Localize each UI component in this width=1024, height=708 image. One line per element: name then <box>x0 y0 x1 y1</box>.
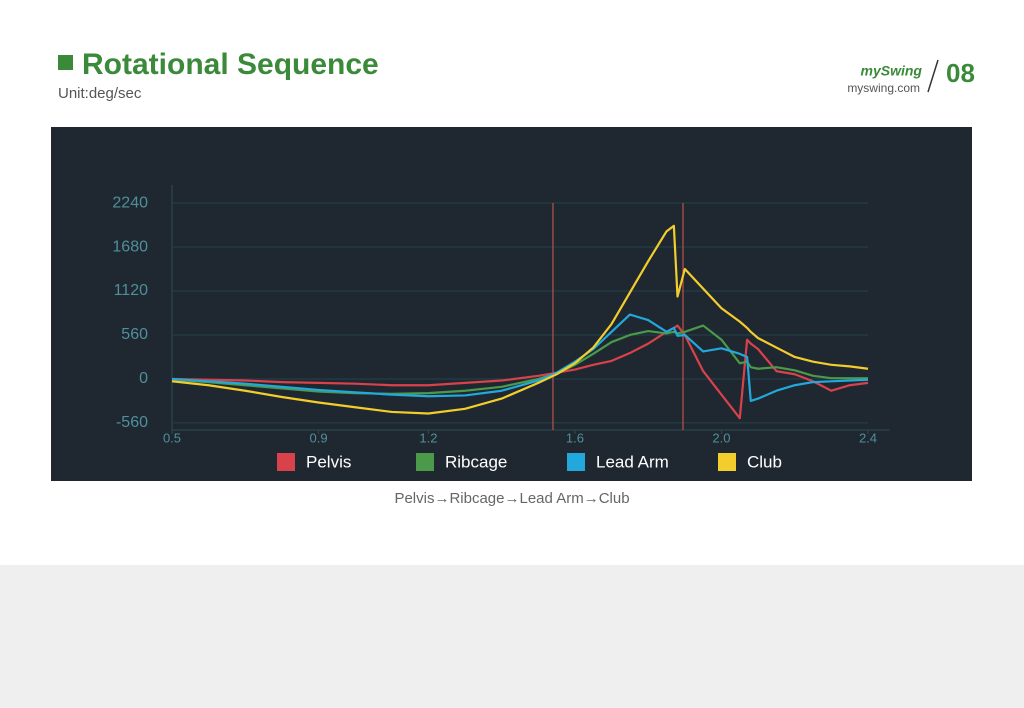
y-tick-label: 1680 <box>112 238 148 255</box>
x-tick-label: 0.5 <box>163 430 181 445</box>
chart-panel <box>51 127 972 481</box>
page-number: 08 <box>946 58 975 88</box>
y-tick-label: 1120 <box>114 282 149 299</box>
x-tick-label: 0.9 <box>309 430 327 445</box>
brand: mySwing <box>861 63 923 79</box>
legend-label: Lead Arm <box>596 452 669 471</box>
legend-label: Pelvis <box>306 452 351 471</box>
x-tick-label: 2.4 <box>859 430 877 445</box>
series-line <box>171 224 869 415</box>
legend-label: Club <box>747 452 782 471</box>
title-square <box>58 55 73 70</box>
series-line <box>171 313 869 403</box>
caption: Pelvis→Ribcage→Lead Arm→Club <box>394 490 629 507</box>
y-tick-label: 2240 <box>112 194 148 211</box>
legend-swatch <box>416 453 434 471</box>
y-tick-label: 0 <box>139 370 148 387</box>
x-tick-label: 1.6 <box>566 430 584 445</box>
unit: Unit:deg/sec <box>58 85 142 102</box>
x-tick-label: 2.0 <box>712 430 730 445</box>
legend-swatch <box>567 453 585 471</box>
page-title: Rotational Sequence <box>82 48 379 81</box>
divider <box>927 59 939 93</box>
legend-swatch <box>718 453 736 471</box>
footer-band <box>0 565 1024 708</box>
y-tick-label: -560 <box>116 414 148 431</box>
legend-label: Ribcage <box>445 452 507 471</box>
series-line <box>171 324 869 420</box>
x-tick-label: 1.2 <box>419 430 437 445</box>
legend-swatch <box>277 453 295 471</box>
site: myswing.com <box>847 81 920 95</box>
y-tick-label: 560 <box>121 326 148 343</box>
